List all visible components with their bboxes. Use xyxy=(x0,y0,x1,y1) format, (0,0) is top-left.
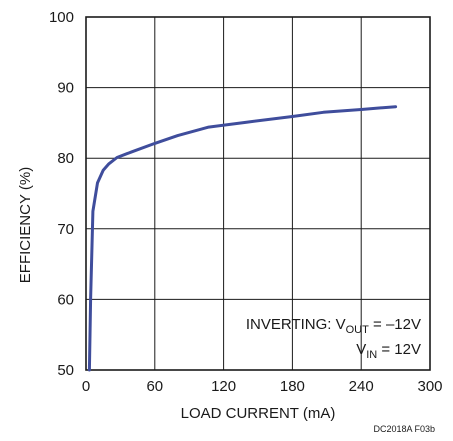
x-tick-label: 60 xyxy=(146,378,163,395)
x-tick-label: 180 xyxy=(280,378,305,395)
x-tick-label: 240 xyxy=(349,378,374,395)
y-tick-label: 60 xyxy=(57,291,74,308)
y-tick-labels: 50 60 70 80 90 100 xyxy=(49,9,74,379)
y-tick-label: 50 xyxy=(57,362,74,379)
x-tick-label: 300 xyxy=(417,378,442,395)
grid-lines xyxy=(86,17,430,370)
figure-code: DC2018A F03b xyxy=(373,424,435,434)
x-tick-label: 120 xyxy=(211,378,236,395)
annotation-line-1: INVERTING: VOUT = –12V xyxy=(246,316,421,336)
y-axis-title: EFFICIENCY (%) xyxy=(17,167,34,283)
efficiency-curve xyxy=(87,105,398,372)
annotation-line-2: VIN = 12V xyxy=(356,341,421,361)
x-tick-label: 0 xyxy=(82,378,90,395)
plot-frame xyxy=(85,16,431,371)
x-tick-labels: 0 60 120 180 240 300 xyxy=(82,378,443,395)
y-tick-label: 90 xyxy=(57,80,74,97)
y-tick-label: 70 xyxy=(57,221,74,238)
y-tick-label: 80 xyxy=(57,150,74,167)
y-tick-label: 100 xyxy=(49,9,74,26)
x-axis-title: LOAD CURRENT (mA) xyxy=(181,405,336,422)
